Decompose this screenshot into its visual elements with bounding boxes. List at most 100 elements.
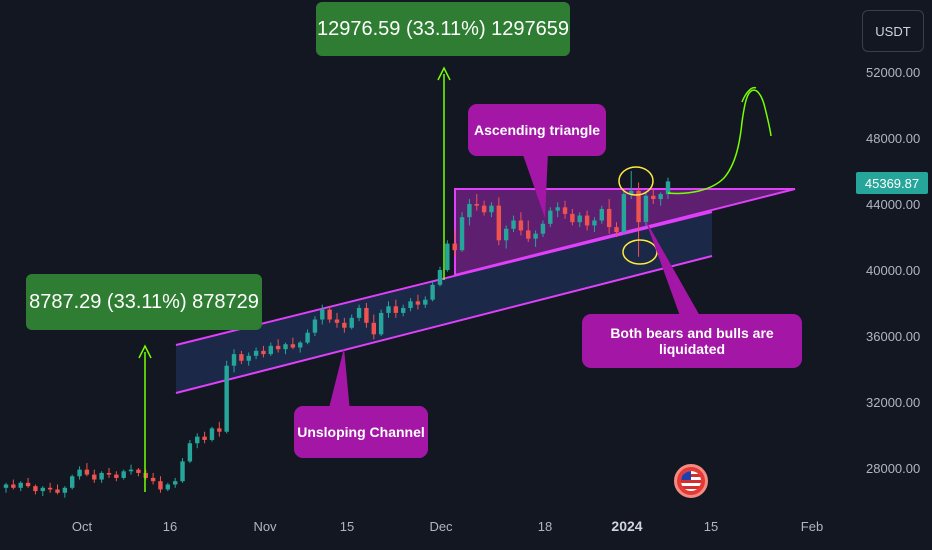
candle-up (629, 190, 634, 195)
candle-up (467, 204, 472, 218)
us-flag-event-icon[interactable] (674, 464, 708, 498)
price-tick-label: 48000.00 (866, 131, 920, 146)
candle-up (268, 345, 274, 355)
ellipse-top (618, 166, 654, 196)
candle-down (33, 486, 38, 492)
candle-up (231, 354, 237, 366)
candle-down (47, 487, 53, 490)
candle-down (474, 204, 479, 206)
candle-up (349, 317, 354, 328)
candle-up (489, 205, 494, 213)
time-axis[interactable]: Oct 16 Nov 15 Dec 18 2024 15 Feb (72, 518, 823, 534)
price-axis[interactable]: 52000.00 48000.00 44000.00 40000.00 36000.00… (866, 65, 920, 476)
last-price-tag: 45369.87 (856, 172, 928, 194)
candle-down (275, 345, 281, 350)
candle-up (592, 220, 597, 226)
flag-stripes (681, 471, 701, 491)
candle-up (400, 307, 406, 313)
candle-up (195, 436, 200, 444)
candle-up (503, 228, 509, 241)
candle-up (386, 306, 391, 313)
currency-selector[interactable]: USDT (862, 10, 924, 52)
candle-down (143, 472, 148, 478)
candle-down (481, 205, 487, 213)
candle-up (246, 355, 251, 361)
projection-curve (667, 89, 772, 195)
candle-down (290, 344, 296, 348)
candle-down (415, 301, 421, 305)
candle-up (577, 215, 582, 223)
time-tick-label: 15 (704, 519, 718, 534)
candle-down (651, 195, 656, 200)
candle-up (356, 307, 362, 318)
candle-down (150, 477, 156, 482)
candle-up (18, 482, 23, 488)
candle-down (327, 309, 332, 320)
price-tick-label: 52000.00 (866, 65, 920, 80)
candle-up (599, 208, 605, 221)
time-tick-label: 18 (538, 519, 552, 534)
time-tick-label: Feb (801, 519, 823, 534)
candle-up (165, 484, 171, 490)
pointer-channel (328, 348, 350, 412)
candle-up (665, 181, 671, 195)
candle-up (437, 270, 443, 285)
candle-down (158, 481, 163, 490)
candle-up (459, 217, 465, 251)
candle-up (548, 210, 553, 224)
time-tick-label: Nov (253, 519, 277, 534)
time-tick-label: 15 (340, 519, 354, 534)
channel-band (176, 212, 712, 393)
candle-down (261, 350, 266, 355)
candle-up (298, 342, 303, 348)
pointer-liquidated (645, 219, 700, 316)
price-tick-label: 36000.00 (866, 329, 920, 344)
candle-down (217, 428, 222, 432)
time-tick-label: 16 (163, 519, 177, 534)
candle-up (40, 487, 45, 492)
candle-down (614, 227, 619, 233)
measure-arrow-upper-head (437, 66, 451, 81)
time-tick-label: Dec (429, 519, 453, 534)
measure-label-upper: 12976.59 (33.11%) 1297659 (316, 2, 570, 56)
candle-up (511, 220, 516, 229)
candle-up (69, 476, 75, 488)
candle-down (393, 306, 399, 313)
candle-up (533, 233, 538, 239)
candle-up (121, 471, 126, 478)
candle-up (253, 350, 259, 356)
flag-canton (681, 471, 691, 480)
candle-up (128, 469, 134, 472)
price-tick-label: 32000.00 (866, 395, 920, 410)
candle-up (445, 243, 450, 270)
candle-down (84, 469, 90, 475)
pointer-ascending-triangle (522, 152, 548, 218)
candle-down (55, 489, 60, 493)
candle-up (312, 319, 318, 333)
candle-up (62, 487, 68, 493)
candle-up (423, 299, 428, 305)
candle-up (187, 443, 193, 462)
candle-up (305, 332, 310, 343)
candle-down (136, 469, 141, 473)
liquidated-label: Both bears and bulls are liquidated (582, 314, 802, 368)
candle-down (562, 207, 568, 214)
time-tick-label: Oct (72, 519, 93, 534)
candle-up (320, 309, 325, 320)
candle-down (526, 230, 531, 239)
candle-up (180, 461, 185, 482)
candle-up (643, 195, 649, 223)
candle-down (202, 436, 207, 440)
candle-up (621, 194, 627, 233)
measure-label-lower: 8787.29 (33.11%) 878729 (26, 274, 262, 330)
channel-lower-line (175, 255, 713, 394)
channel-label: Unsloping Channel (294, 406, 428, 458)
candle-up (378, 312, 384, 335)
candle-down (334, 319, 340, 323)
candle-down (11, 484, 16, 488)
candle-down (606, 208, 612, 228)
candle-up (283, 344, 288, 350)
candle-down (371, 322, 376, 335)
time-tick-label: 2024 (611, 518, 642, 534)
